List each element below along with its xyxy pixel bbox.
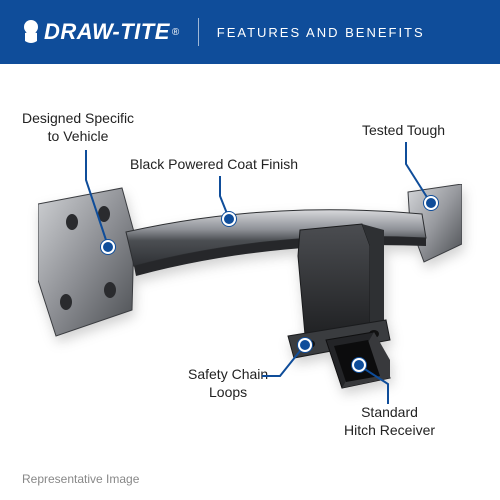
callout-tested: Tested Tough — [362, 122, 445, 140]
diagram-canvas: Designed Specificto Vehicle Tested Tough… — [0, 64, 500, 500]
footer-note: Representative Image — [22, 472, 139, 486]
callout-receiver-marker — [352, 358, 366, 372]
callout-designed: Designed Specificto Vehicle — [22, 110, 134, 145]
callout-receiver: StandardHitch Receiver — [344, 404, 435, 439]
callout-safety-marker — [298, 338, 312, 352]
callout-safety-label: Safety ChainLoops — [188, 366, 268, 401]
header-bar: DRAW-TITE ® FEATURES AND BENEFITS — [0, 0, 500, 64]
callout-safety: Safety ChainLoops — [188, 366, 268, 401]
callout-tested-marker — [424, 196, 438, 210]
header-divider — [198, 18, 199, 46]
brand-logo: DRAW-TITE ® — [20, 19, 180, 45]
logo-text: DRAW-TITE — [44, 19, 170, 45]
callout-finish-label: Black Powered Coat Finish — [130, 156, 298, 174]
callout-designed-marker — [101, 240, 115, 254]
callout-receiver-label: StandardHitch Receiver — [344, 404, 435, 439]
callout-finish-marker — [222, 212, 236, 226]
callout-finish: Black Powered Coat Finish — [130, 156, 298, 174]
callout-tested-label: Tested Tough — [362, 122, 445, 140]
hitch-ball-icon — [20, 19, 42, 45]
callout-designed-label: Designed Specificto Vehicle — [22, 110, 134, 145]
header-tagline: FEATURES AND BENEFITS — [217, 25, 425, 40]
registered-mark: ® — [172, 27, 180, 38]
